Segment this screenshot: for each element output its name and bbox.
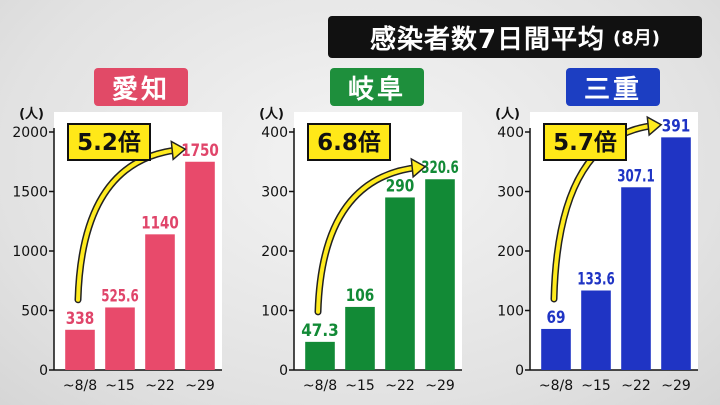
mie-arrow-head — [646, 115, 663, 137]
gifu-category-label-2: ~22 — [385, 378, 415, 394]
aichi-chart: (人) 0 500 1000 1500 2000 338 ~8/8 525.6 ~15 1140 ~2… — [0, 106, 226, 402]
gifu-value-label-0: 47.3 — [301, 321, 339, 341]
aichi-category-label-2: ~22 — [145, 378, 175, 394]
gifu-title: 岐阜 — [330, 68, 424, 106]
mie-category-label-1: ~15 — [581, 378, 611, 394]
gifu-ytick-label-0: 0 — [279, 363, 288, 379]
gifu-unit-label: (人) — [259, 106, 284, 122]
gifu-ytick-label-2: 200 — [261, 244, 288, 260]
gifu-chart: (人) 0 100 200 300 400 47.3 ~8/8 106 ~15 290 ~22 320.… — [240, 106, 466, 402]
gifu-ytick-label-1: 100 — [261, 304, 288, 320]
mie-ytick-label-1: 100 — [497, 304, 524, 320]
aichi-ytick-label-1: 500 — [21, 304, 48, 320]
mie-bar-3 — [661, 137, 691, 370]
gifu-multiplier-badge — [307, 123, 391, 161]
aichi-unit-label: (人) — [19, 106, 44, 122]
aichi-ytick-label-2: 1000 — [12, 244, 48, 260]
aichi-ytick-label-3: 1500 — [12, 185, 48, 201]
gifu-value-label-3: 320.6 — [421, 158, 459, 178]
aichi-value-label-3: 1750 — [181, 141, 219, 161]
mie-bar-0 — [541, 328, 571, 370]
aichi-value-label-2: 1140 — [141, 213, 179, 233]
aichi-bar-0 — [65, 329, 95, 370]
gifu-bar-2 — [385, 197, 415, 370]
gifu-bar-1 — [345, 306, 375, 370]
aichi-multiplier-label: 5.2倍 — [77, 129, 141, 156]
aichi-category-label-1: ~15 — [105, 378, 135, 394]
mie-unit-label: (人) — [495, 106, 520, 122]
mie-chart-svg: (人) 0 100 200 300 400 69 ~8/8 133.6 ~15 307.1 ~22 39… — [495, 106, 698, 394]
gifu-ytick-label-4: 400 — [261, 125, 288, 141]
aichi-bar-2 — [145, 234, 175, 370]
mie-bar-2 — [621, 187, 651, 370]
chart-title: 感染者数7日間平均 — [369, 24, 606, 55]
gifu-arrow-shaft — [316, 165, 422, 314]
mie-multiplier-badge — [543, 123, 627, 161]
aichi-chart-svg: (人) 0 500 1000 1500 2000 338 ~8/8 525.6 ~15 1140 ~2… — [12, 106, 222, 394]
gifu-ytick-label-3: 300 — [261, 185, 288, 201]
aichi-ytick-label-0: 0 — [39, 363, 48, 379]
mie-ytick-label-2: 200 — [497, 244, 524, 260]
gifu-chart-svg: (人) 0 100 200 300 400 47.3 ~8/8 106 ~15 290 ~22 320.… — [259, 106, 462, 394]
aichi-arrow-shaft — [76, 147, 182, 302]
aichi-title: 愛知 — [94, 68, 188, 106]
mie-title: 三重 — [566, 68, 660, 106]
chart-title-period: (8月) — [613, 28, 661, 49]
mie-category-label-0: ~8/8 — [539, 378, 573, 394]
mie-value-label-1: 133.6 — [577, 270, 615, 290]
mie-category-label-3: ~29 — [661, 378, 691, 394]
aichi-bar-1 — [105, 307, 135, 370]
gifu-bar-3 — [425, 179, 455, 370]
mie-chart: (人) 0 100 200 300 400 69 ~8/8 133.6 ~15 307.1 ~22 39… — [476, 106, 702, 402]
gifu-arrow-head — [410, 157, 427, 179]
aichi-bar-3 — [185, 161, 215, 370]
mie-value-label-3: 391 — [662, 116, 691, 136]
gifu-bar-0 — [305, 341, 335, 370]
mie-ytick-label-3: 300 — [497, 185, 524, 201]
gifu-category-label-1: ~15 — [345, 378, 375, 394]
aichi-category-label-3: ~29 — [185, 378, 215, 394]
aichi-arrow-head — [170, 140, 187, 161]
chart-title-bar: 感染者数7日間平均 (8月) — [328, 16, 702, 58]
mie-value-label-2: 307.1 — [617, 166, 655, 186]
gifu-category-label-0: ~8/8 — [303, 378, 337, 394]
mie-bar-1 — [581, 290, 611, 370]
aichi-value-label-0: 338 — [66, 309, 95, 329]
mie-ytick-label-0: 0 — [515, 363, 524, 379]
aichi-multiplier-badge — [67, 123, 151, 161]
mie-multiplier-label: 5.7倍 — [553, 129, 617, 156]
mie-value-label-0: 69 — [547, 308, 566, 328]
gifu-value-label-2: 290 — [386, 176, 415, 196]
mie-category-label-2: ~22 — [621, 378, 651, 394]
gifu-category-label-3: ~29 — [425, 378, 455, 394]
mie-ytick-label-4: 400 — [497, 125, 524, 141]
gifu-multiplier-label: 6.8倍 — [317, 129, 381, 156]
aichi-ytick-label-4: 2000 — [12, 125, 48, 141]
aichi-category-label-0: ~8/8 — [63, 378, 97, 394]
gifu-value-label-1: 106 — [346, 286, 375, 306]
mie-arrow-shaft — [552, 123, 658, 301]
aichi-value-label-1: 525.6 — [101, 286, 139, 306]
